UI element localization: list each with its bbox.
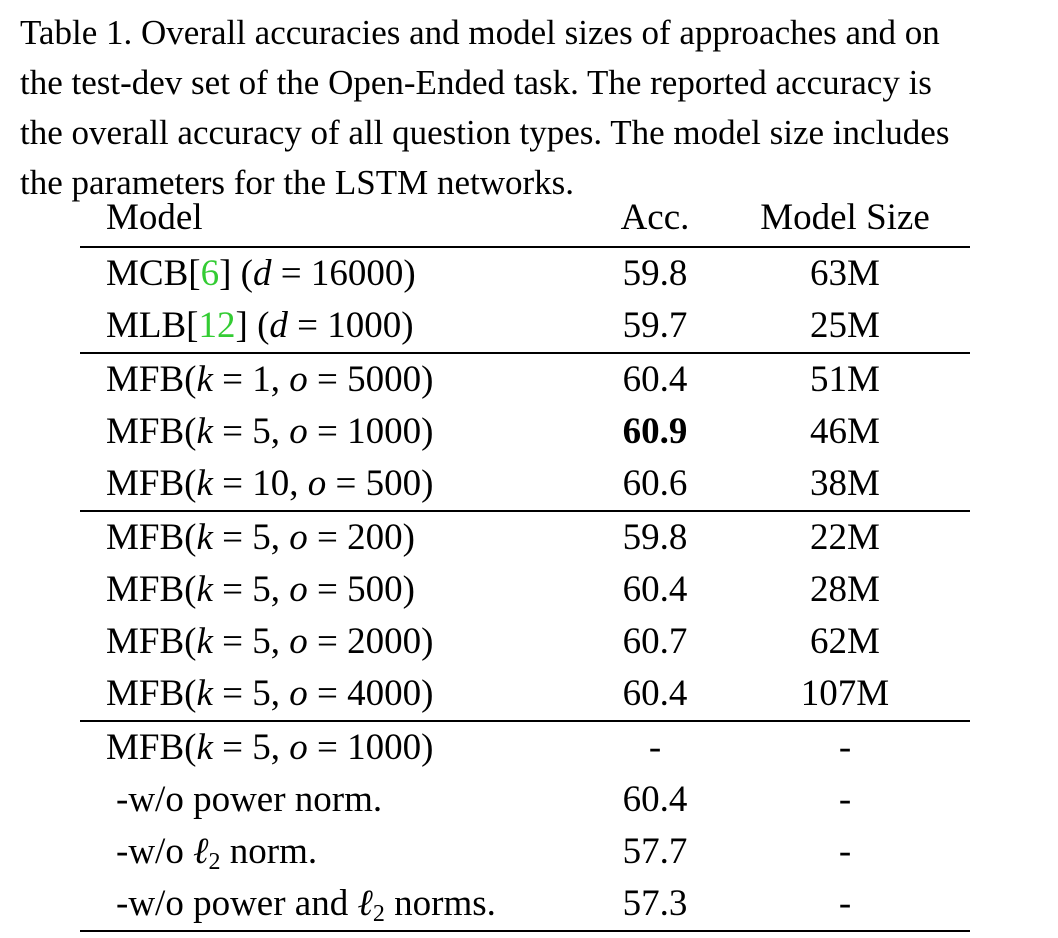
- accuracy-cell-best: 60.9: [622, 411, 688, 452]
- model-name: MFB(k = 5, o = 500): [106, 569, 415, 610]
- accuracy-cell: 60.6: [622, 463, 688, 504]
- accuracy-cell: 59.8: [622, 517, 688, 558]
- model-size-cell: -: [838, 779, 852, 820]
- caption-line: the parameters for the LSTM networks.: [20, 163, 575, 202]
- accuracy-cell: 60.4: [622, 359, 688, 400]
- model-size-cell: 22M: [810, 517, 880, 558]
- table-row: -w/o power norm. 60.4 -: [80, 774, 970, 826]
- caption-line: the test-dev set of the Open-Ended task.…: [20, 63, 932, 102]
- table-row: MFB(k = 1, o = 5000) 60.4 51M: [80, 354, 970, 406]
- model-name: MFB(k = 5, o = 1000): [106, 727, 434, 768]
- accuracy-cell: 60.7: [622, 621, 688, 662]
- table-row: MFB(k = 5, o = 1000) 60.9 46M: [80, 406, 970, 458]
- model-size-cell: 28M: [810, 569, 880, 610]
- accuracy-cell: 60.4: [622, 569, 688, 610]
- model-size-cell: -: [838, 727, 852, 768]
- model-name: -w/o power norm.: [116, 779, 383, 820]
- citation-link[interactable]: 6: [200, 253, 220, 294]
- table-row: MLB[12] (d = 1000) 59.7 25M: [80, 300, 970, 354]
- table-row: MFB(k = 10, o = 500) 60.6 38M: [80, 458, 970, 512]
- table-row: MCB[6] (d = 16000) 59.8 63M: [80, 248, 970, 300]
- model-name: MFB(k = 10, o = 500): [106, 463, 434, 504]
- model-size-cell: 62M: [810, 621, 880, 662]
- citation-link[interactable]: 12: [198, 305, 236, 346]
- table-header-row: Model Acc. Model Size: [80, 192, 970, 248]
- table-row: MFB(k = 5, o = 500) 60.4 28M: [80, 564, 970, 616]
- accuracy-cell: 59.7: [622, 305, 688, 346]
- model-name: MFB(k = 5, o = 4000): [106, 673, 434, 714]
- model-size-cell: -: [838, 883, 852, 924]
- table-row: -w/o power and ℓ2 norms. 57.3 -: [80, 878, 970, 932]
- header-model-size: Model Size: [760, 197, 930, 238]
- table-row: MFB(k = 5, o = 1000) - -: [80, 722, 970, 774]
- header-acc: Acc.: [620, 197, 690, 238]
- accuracy-cell: 60.4: [622, 673, 688, 714]
- model-size-cell: 46M: [810, 411, 880, 452]
- header-model: Model: [106, 197, 203, 238]
- model-size-cell: -: [838, 831, 852, 872]
- model-size-cell: 25M: [810, 305, 880, 346]
- model-name: MFB(k = 5, o = 1000): [106, 411, 434, 452]
- model-size-cell: 51M: [810, 359, 880, 400]
- accuracy-cell: -: [648, 727, 662, 768]
- table-row: MFB(k = 5, o = 200) 59.8 22M: [80, 512, 970, 564]
- model-size-cell: 107M: [800, 673, 890, 714]
- table-caption: Table 1. Overall accuracies and model si…: [20, 8, 1050, 208]
- accuracy-cell: 57.3: [622, 883, 688, 924]
- model-name: MCB[6] (d = 16000): [106, 253, 416, 294]
- table-row: -w/o ℓ2 norm. 57.7 -: [80, 826, 970, 878]
- model-name: -w/o power and ℓ2 norms.: [116, 883, 496, 927]
- model-name: -w/o ℓ2 norm.: [116, 831, 318, 875]
- accuracy-cell: 57.7: [622, 831, 688, 872]
- table-row: MFB(k = 5, o = 4000) 60.4 107M: [80, 668, 970, 722]
- table-row: MFB(k = 5, o = 2000) 60.7 62M: [80, 616, 970, 668]
- caption-line: the overall accuracy of all question typ…: [20, 113, 950, 152]
- model-name: MFB(k = 5, o = 2000): [106, 621, 434, 662]
- results-table: Model Acc. Model Size MCB[6] (d = 16000)…: [80, 192, 970, 932]
- accuracy-cell: 59.8: [622, 253, 688, 294]
- model-name: MFB(k = 5, o = 200): [106, 517, 415, 558]
- model-name: MFB(k = 1, o = 5000): [106, 359, 434, 400]
- model-size-cell: 38M: [810, 463, 880, 504]
- model-name: MLB[12] (d = 1000): [106, 305, 414, 346]
- accuracy-cell: 60.4: [622, 779, 688, 820]
- caption-line: Table 1. Overall accuracies and model si…: [20, 13, 940, 52]
- model-size-cell: 63M: [810, 253, 880, 294]
